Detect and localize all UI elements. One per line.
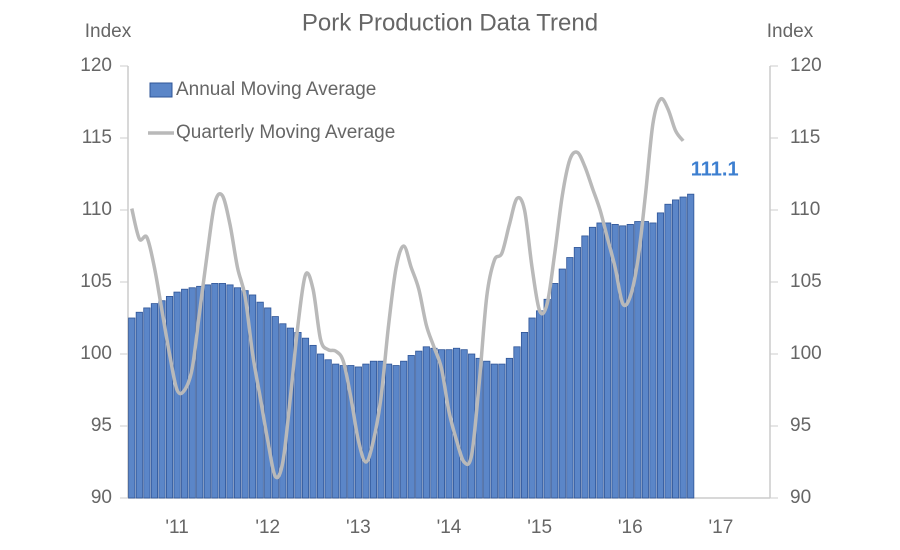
- bar: [362, 363, 370, 499]
- bar: [460, 349, 468, 499]
- x-tick-label: '17: [709, 517, 734, 538]
- y-tick-label: 95: [91, 415, 112, 436]
- bar: [505, 357, 513, 499]
- bar: [581, 235, 589, 499]
- y2-tick-label: 90: [790, 487, 811, 508]
- y-tick-label: 105: [80, 271, 112, 292]
- bar: [143, 307, 151, 499]
- bar: [641, 221, 649, 499]
- bar: [520, 331, 529, 499]
- y2-tick-label: 120: [790, 55, 822, 76]
- y2-tick-label: 115: [790, 127, 820, 148]
- bar: [679, 196, 687, 499]
- bar: [407, 355, 415, 499]
- y-tick-label: 110: [82, 199, 112, 220]
- bar: [588, 226, 597, 499]
- y2-tick-label: 110: [790, 199, 820, 220]
- bar: [626, 223, 634, 499]
- x-tick-label: '16: [618, 517, 643, 538]
- bar: [188, 287, 196, 499]
- bar: [128, 317, 136, 499]
- bar: [135, 311, 143, 499]
- y-tick-label: 115: [82, 127, 112, 148]
- bar: [422, 346, 430, 499]
- bar: [619, 225, 627, 499]
- bar: [226, 284, 234, 499]
- y2-tick-label: 100: [790, 343, 822, 364]
- bar: [483, 360, 491, 499]
- bar: [596, 222, 604, 499]
- bar: [233, 287, 242, 499]
- bar: [656, 212, 665, 499]
- line: [130, 96, 685, 480]
- bar: [452, 347, 461, 499]
- bar: [249, 294, 257, 499]
- bar: [165, 295, 174, 499]
- y2-axis-title: Index: [767, 21, 814, 42]
- y-tick-label: 120: [80, 55, 112, 76]
- bar: [558, 268, 566, 499]
- bar: [687, 193, 695, 499]
- bar: [490, 363, 498, 499]
- bar: [332, 363, 340, 499]
- bar: [317, 353, 325, 499]
- legend-label: Quarterly Moving Average: [176, 122, 395, 143]
- x-tick-label: '14: [437, 517, 462, 538]
- bar: [566, 257, 574, 499]
- bar: [528, 317, 536, 499]
- legend-swatch: [149, 82, 173, 98]
- bar: [400, 360, 408, 499]
- bar: [543, 298, 551, 499]
- y-tick-label: 90: [91, 487, 112, 508]
- x-tick-label: '13: [346, 517, 371, 538]
- bar: [498, 363, 506, 499]
- bar: [611, 223, 619, 499]
- bar: [536, 310, 544, 499]
- bar: [271, 316, 279, 499]
- bar: [437, 349, 446, 499]
- bar: [513, 346, 521, 499]
- bar: [211, 283, 219, 499]
- bar: [347, 365, 355, 499]
- bar: [392, 365, 400, 499]
- bar: [203, 284, 211, 499]
- bar: [430, 347, 438, 499]
- bar: [415, 350, 423, 499]
- bar: [309, 344, 317, 499]
- bar: [551, 283, 559, 499]
- bar: [649, 222, 657, 499]
- x-tick-label: '15: [527, 517, 552, 538]
- bar: [279, 323, 287, 499]
- bar: [634, 221, 642, 499]
- legend-label: Annual Moving Average: [176, 79, 376, 100]
- bar: [264, 307, 272, 499]
- bar: [218, 283, 226, 499]
- bar: [301, 337, 310, 499]
- bar: [196, 285, 204, 499]
- bar: [672, 199, 680, 499]
- x-tick-label: '11: [165, 517, 188, 538]
- y-axis-title: Index: [85, 21, 132, 42]
- bar: [377, 360, 385, 499]
- bar: [604, 222, 612, 499]
- bar: [385, 363, 393, 499]
- y2-tick-label: 105: [790, 271, 822, 292]
- bar: [324, 359, 332, 499]
- bar: [573, 247, 581, 499]
- y-tick-label: 100: [80, 343, 112, 364]
- bar: [339, 365, 347, 499]
- y2-tick-label: 95: [790, 415, 811, 436]
- chart-title: Pork Production Data Trend: [302, 9, 598, 36]
- value-label: 111.1: [691, 158, 739, 180]
- bar: [150, 303, 159, 499]
- bar: [664, 203, 672, 499]
- x-tick-label: '12: [255, 517, 280, 538]
